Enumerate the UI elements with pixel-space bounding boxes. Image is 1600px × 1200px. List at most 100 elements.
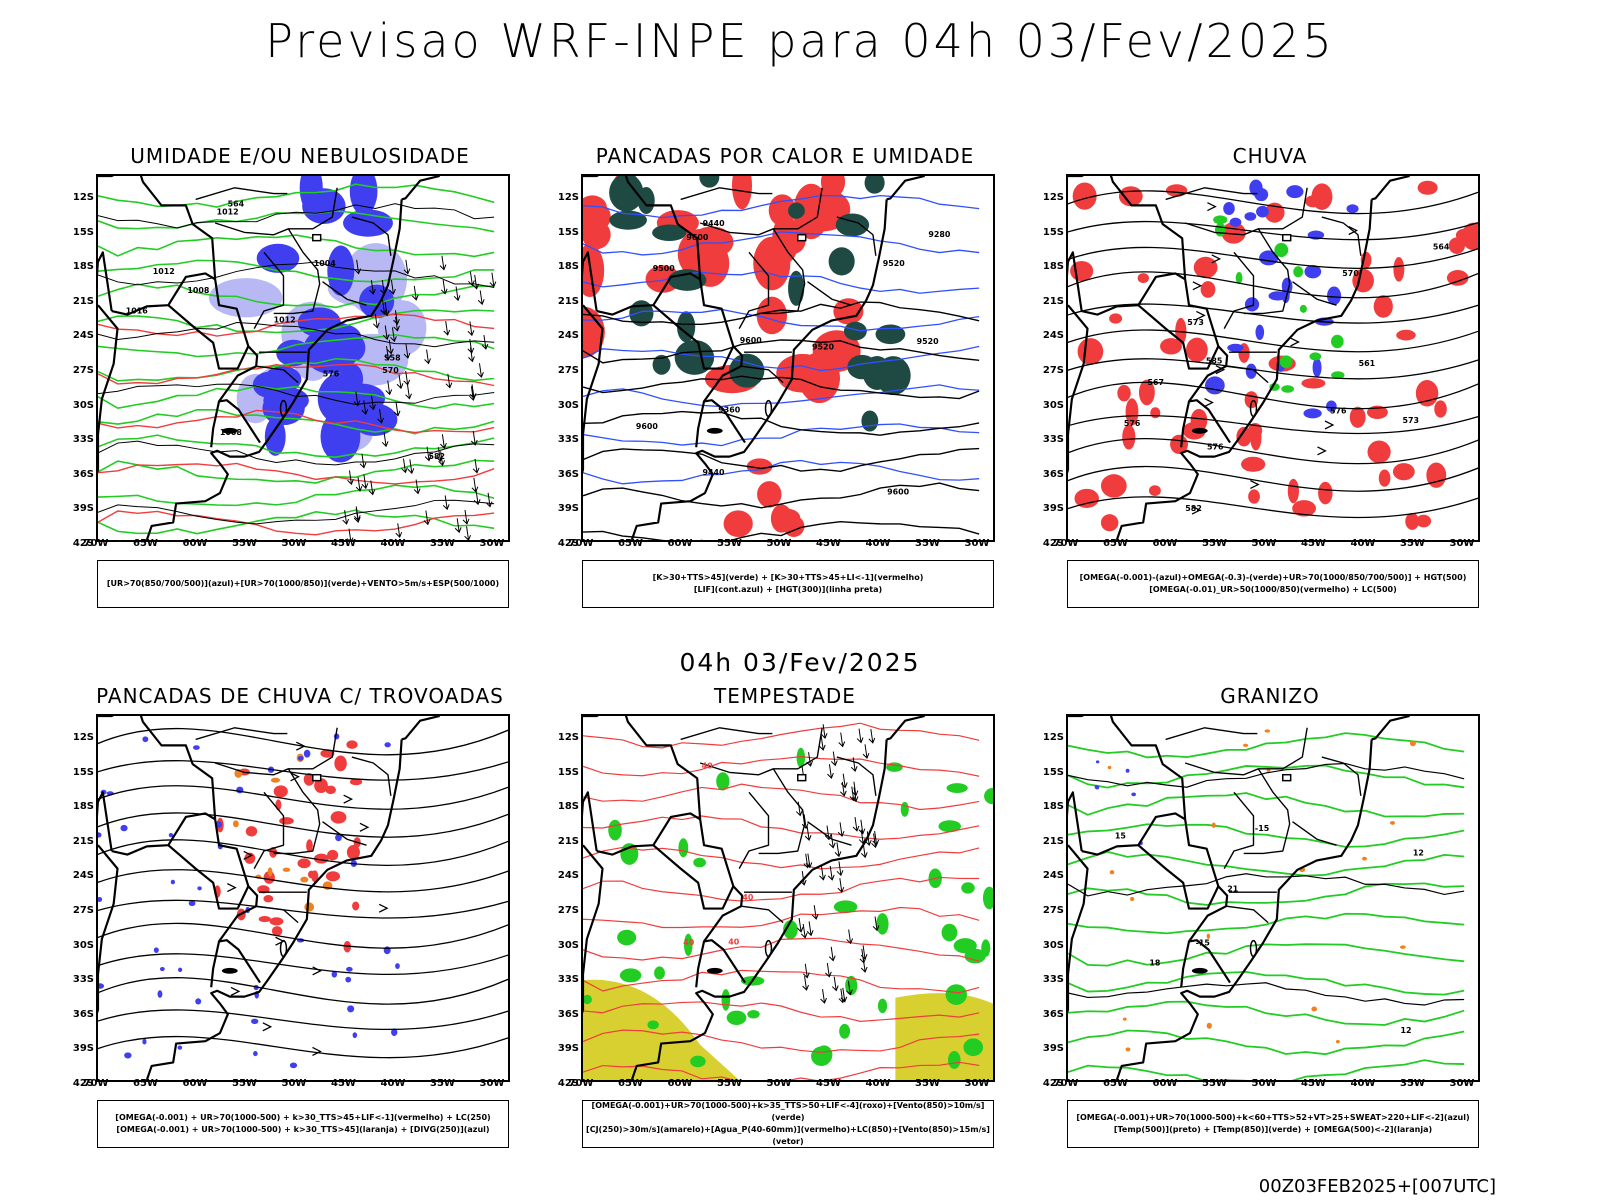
contour-labels: 21 15 18 12 -15 -15 12 xyxy=(1115,824,1424,1035)
contour-label: 576 xyxy=(1207,443,1224,452)
lat-label: 33S xyxy=(557,434,579,446)
lat-label: 12S xyxy=(72,732,94,743)
contour-label: 585 xyxy=(1206,357,1223,366)
lon-label: 65W xyxy=(133,538,158,549)
lat-label: 18S xyxy=(1042,801,1064,813)
contour-label: 9440 xyxy=(703,468,726,477)
lat-label: 33S xyxy=(72,434,94,446)
legend-umidade: [UR>70(850/700/500)](azul)+[UR>70(1000/8… xyxy=(97,560,509,608)
contour-label: 15 xyxy=(1115,831,1126,840)
lon-label: 45W xyxy=(331,538,356,549)
panel-umidade: UMIDADE E/OU NEBULOSIDADE 1008 1012 1012 101… xyxy=(70,140,530,630)
contour-labels: 582 576 585 576 573 570 567 564 561 576 573 xyxy=(1124,242,1450,513)
legend-tempestade: [OMEGA(-0.001)+UR>70(1000-500)+k>35_TTS>… xyxy=(582,1100,994,1148)
lon-label: 55W xyxy=(232,1078,257,1089)
lon-label: 55W xyxy=(717,538,742,549)
lon-label: 50W xyxy=(1251,1078,1277,1089)
map-granizo: 21 15 18 12 -15 -15 12 xyxy=(1066,714,1480,1082)
lat-label: 33S xyxy=(557,974,579,986)
lon-label: 50W xyxy=(281,538,307,549)
contour-label: 9280 xyxy=(928,230,951,239)
lat-label: 18S xyxy=(557,261,579,273)
contour-label: 9520 xyxy=(812,342,835,351)
lon-label: 35W xyxy=(915,1078,940,1089)
lat-label: 30S xyxy=(1042,939,1064,951)
lat-label: 30S xyxy=(557,939,579,951)
lon-label: 30W xyxy=(1449,1078,1475,1089)
lat-label: 33S xyxy=(1042,434,1064,446)
contour-label: 12 xyxy=(1413,849,1424,858)
lon-label: 65W xyxy=(618,1078,643,1089)
legend-line: [OMEGA(-0.001)-(azul)+OMEGA(-0.3)-(verde… xyxy=(1079,573,1467,582)
lat-label: 15S xyxy=(557,766,579,778)
lon-label: 55W xyxy=(1202,1078,1227,1089)
contour-label: 561 xyxy=(1359,359,1376,368)
lon-label: 35W xyxy=(430,538,455,549)
lon-label: 50W xyxy=(766,538,792,549)
lon-label: 35W xyxy=(915,538,940,549)
lat-label: 24S xyxy=(1042,330,1064,342)
map-tempestade: 40 40 40 40 xyxy=(581,714,995,1082)
run-timestamp: 00Z03FEB2025+[007UTC] xyxy=(1258,1176,1496,1197)
contour-label: 9520 xyxy=(917,337,940,346)
contour-labels: 40 40 40 40 xyxy=(683,762,754,947)
lat-label: 12S xyxy=(1042,732,1064,743)
lat-label: 27S xyxy=(1042,365,1064,376)
lat-label: 42S xyxy=(557,538,579,549)
panel-title-tempestade: TEMPESTADE xyxy=(714,684,856,708)
lon-label: 40W xyxy=(1350,538,1376,549)
lon-label: 40W xyxy=(865,538,891,549)
contour-label: 576 xyxy=(1330,407,1347,416)
map-fields xyxy=(98,716,508,1080)
lon-label: 60W xyxy=(182,1078,208,1089)
lat-label: 30S xyxy=(1042,399,1064,411)
lat-label: 39S xyxy=(557,503,579,515)
lat-label: 36S xyxy=(557,1008,579,1020)
lat-label: 21S xyxy=(72,295,94,307)
lat-label: 30S xyxy=(72,939,94,951)
lat-label: 21S xyxy=(1042,835,1064,847)
legend-line: [K>30+TTS>45](verde) + [K>30+TTS>45+LI<-… xyxy=(652,573,924,582)
contour-label: 564 xyxy=(1433,242,1450,251)
bottom-row-subtitle: 04h 03/Fev/2025 xyxy=(679,648,921,677)
lat-label: 36S xyxy=(1042,468,1064,480)
contour-label: 1008 xyxy=(220,428,243,437)
lat-label: 18S xyxy=(72,261,94,273)
contour-label: 1004 xyxy=(314,259,337,268)
lon-label: 40W xyxy=(380,1078,406,1089)
lon-label: 55W xyxy=(717,1078,742,1089)
lon-label: 35W xyxy=(430,1078,455,1089)
lat-label: 15S xyxy=(557,226,579,238)
map-fields: 40 40 40 40 xyxy=(583,716,993,1080)
contour-label: 9360 xyxy=(718,405,741,414)
map-trovoadas xyxy=(96,714,510,1082)
contour-label: 582 xyxy=(1185,504,1202,513)
geo-lines xyxy=(1068,176,1410,540)
contour-label: 1008 xyxy=(187,286,210,295)
lat-label: 15S xyxy=(1042,226,1064,238)
lat-label: 27S xyxy=(1042,905,1064,916)
lat-label: 33S xyxy=(1042,974,1064,986)
contour-label: -15 xyxy=(1196,939,1210,948)
contour-label: -15 xyxy=(1255,824,1269,833)
contour-label: 582 xyxy=(428,452,445,461)
lat-label: 36S xyxy=(1042,1008,1064,1020)
geo-lines xyxy=(1068,716,1410,1080)
panel-title-chuva: CHUVA xyxy=(1232,144,1308,168)
lat-label: 15S xyxy=(72,226,94,238)
lon-label: 45W xyxy=(1301,538,1326,549)
legend-trovoadas: [OMEGA(-0.001) + UR>70(1000-500) + k>30_… xyxy=(97,1100,509,1148)
lat-label: 15S xyxy=(1042,766,1064,778)
legend-line: [OMEGA(-0.001) + UR>70(1000-500) + k>30_… xyxy=(115,1113,491,1122)
lon-label: 30W xyxy=(964,1078,990,1089)
contour-label: 40 xyxy=(742,893,754,902)
lon-label: 40W xyxy=(1350,1078,1376,1089)
lon-label: 65W xyxy=(1103,538,1128,549)
lon-label: 30W xyxy=(964,538,990,549)
lon-label: 55W xyxy=(1202,538,1227,549)
lon-label: 65W xyxy=(1103,1078,1128,1089)
lat-label: 21S xyxy=(1042,295,1064,307)
lon-label: 60W xyxy=(1152,538,1178,549)
legend-line: [LIF](cont.azul) + [HGT(300)](linha pret… xyxy=(693,585,883,594)
contour-label: 1016 xyxy=(126,306,149,315)
